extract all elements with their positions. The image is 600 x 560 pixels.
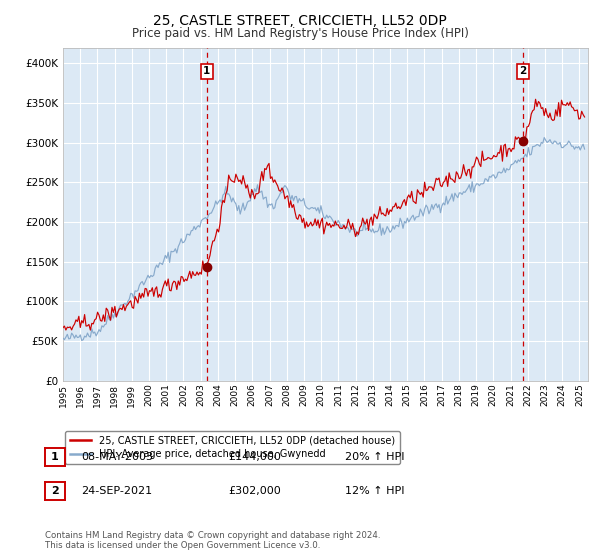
Text: 2: 2 <box>520 67 527 76</box>
Text: £302,000: £302,000 <box>228 486 281 496</box>
Text: 08-MAY-2003: 08-MAY-2003 <box>81 452 153 462</box>
Text: 24-SEP-2021: 24-SEP-2021 <box>81 486 152 496</box>
Text: 12% ↑ HPI: 12% ↑ HPI <box>345 486 404 496</box>
Text: £144,000: £144,000 <box>228 452 281 462</box>
Text: 20% ↑ HPI: 20% ↑ HPI <box>345 452 404 462</box>
Text: 25, CASTLE STREET, CRICCIETH, LL52 0DP: 25, CASTLE STREET, CRICCIETH, LL52 0DP <box>153 14 447 28</box>
Text: 1: 1 <box>203 67 211 76</box>
Text: Contains HM Land Registry data © Crown copyright and database right 2024.
This d: Contains HM Land Registry data © Crown c… <box>45 531 380 550</box>
Text: 1: 1 <box>51 452 59 462</box>
Legend: 25, CASTLE STREET, CRICCIETH, LL52 0DP (detached house), HPI: Average price, det: 25, CASTLE STREET, CRICCIETH, LL52 0DP (… <box>65 431 400 464</box>
Text: 2: 2 <box>51 486 59 496</box>
Text: Price paid vs. HM Land Registry's House Price Index (HPI): Price paid vs. HM Land Registry's House … <box>131 27 469 40</box>
